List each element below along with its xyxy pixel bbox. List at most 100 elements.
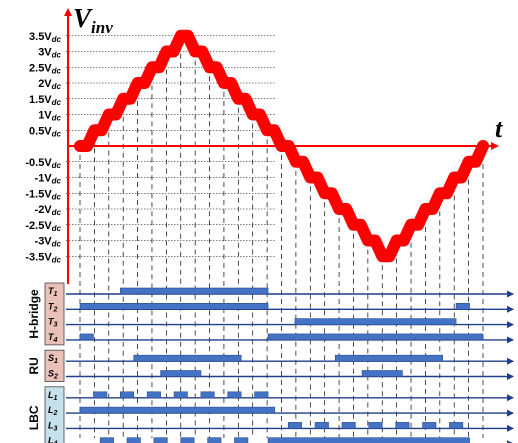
level-label: 1.5Vdc: [29, 94, 62, 107]
signal-label-letter: T: [48, 286, 55, 296]
staircase-waveform: [74, 29, 489, 263]
signal-L4-pulse: [267, 437, 470, 443]
signal-L1-pulse: [93, 391, 108, 399]
level-label-coef: 3V: [38, 47, 52, 59]
level-label-coef: 1V: [38, 110, 52, 122]
level-label: 3.5Vdc: [29, 31, 62, 44]
signal-S2-pulse: [361, 370, 403, 377]
level-label-sub: dc: [52, 192, 62, 201]
gate-signals: T1T2T3T4S1S2L1L2L3L4: [48, 286, 514, 443]
signal-label-letter: L: [48, 390, 54, 400]
signal-S2-label: S2: [48, 369, 58, 381]
level-label: 0.5Vdc: [29, 125, 62, 138]
signal-label-sub: 3: [54, 425, 58, 432]
level-label-sub: dc: [52, 129, 62, 138]
signal-label-letter: S: [48, 369, 54, 379]
group-RU-label: RU: [27, 357, 41, 374]
signal-L4-label: L4: [48, 436, 58, 443]
signal-label-letter: S: [48, 353, 54, 363]
signal-label-sub: 2: [53, 374, 58, 381]
level-label-sub: dc: [52, 240, 62, 249]
signal-label-sub: 4: [53, 337, 58, 344]
level-label-sub: dc: [52, 255, 62, 264]
level-label-sub: dc: [52, 51, 62, 60]
signal-T4-label: T4: [48, 332, 58, 344]
signal-L3-pulse: [422, 422, 437, 429]
signal-label-sub: 1: [54, 358, 58, 365]
signal-T2-pulse: [455, 302, 470, 310]
signal-label-letter: L: [48, 436, 54, 443]
signal-T3-pulse: [294, 318, 457, 325]
signal-T2-pulse: [79, 302, 269, 310]
level-label: 2Vdc: [38, 78, 61, 91]
level-label: -3.5Vdc: [25, 251, 61, 264]
signal-L1-pulse: [173, 391, 188, 399]
signal-T1-pulse: [120, 287, 269, 295]
level-label: 3Vdc: [38, 47, 61, 60]
time-axis-symbol: t: [495, 114, 503, 143]
level-label-coef: 1.5V: [29, 94, 52, 106]
signal-groups: H-bridge RU LBC: [27, 282, 65, 443]
signal-L4-pulse: [207, 437, 222, 443]
signal-T3-label: T3: [48, 317, 58, 329]
signal-label-sub: 1: [54, 291, 58, 298]
vertical-axis-subscript: inv: [91, 18, 113, 37]
vertical-axis-title: Vinv: [73, 3, 113, 37]
level-label-coef: -3.5V: [25, 251, 52, 263]
level-label-coef: 0.5V: [29, 125, 52, 137]
signal-S1-pulse: [334, 354, 444, 362]
signal-L1-pulse: [254, 391, 269, 399]
level-label-coef: -0.5V: [25, 157, 52, 169]
signal-L4-pulse: [234, 437, 249, 443]
signal-label-letter: L: [48, 405, 54, 415]
signal-L1-label: L1: [48, 390, 58, 402]
signal-L2-label: L2: [48, 405, 58, 417]
level-label-coef: -1.5V: [25, 188, 52, 200]
level-label-sub: dc: [52, 66, 62, 75]
signal-label-letter: T: [48, 317, 55, 327]
level-label-sub: dc: [52, 98, 62, 107]
group-H-bridge-box: [44, 282, 65, 346]
signal-label-sub: 1: [54, 395, 58, 402]
signal-L3-pulse: [287, 422, 302, 429]
vertical-axis-symbol: V: [73, 3, 93, 33]
signal-S1-label: S1: [48, 353, 58, 365]
level-label-sub: dc: [52, 114, 62, 123]
level-label-sub: dc: [52, 177, 62, 186]
signal-T4-pulse: [267, 333, 484, 341]
level-label-sub: dc: [52, 161, 62, 170]
signal-L3-pulse: [449, 422, 464, 429]
signal-label-letter: T: [48, 332, 55, 342]
level-label-sub: dc: [52, 208, 62, 217]
level-label: -3Vdc: [35, 236, 62, 249]
signal-L2-pulse: [79, 406, 276, 414]
group-LBC-box: [44, 386, 65, 443]
signal-L4-pulse: [180, 437, 195, 443]
signal-L4-pulse: [99, 437, 114, 443]
signal-L1-pulse: [200, 391, 215, 399]
level-label: -1.5Vdc: [25, 188, 61, 201]
group-H-bridge-label: H-bridge: [27, 289, 41, 339]
level-label-sub: dc: [52, 82, 62, 91]
group-LBC-label: LBC: [27, 405, 41, 430]
staircase-waveform-line: [74, 29, 489, 263]
level-label: 1Vdc: [38, 110, 61, 123]
signal-S1-pulse: [133, 354, 242, 362]
level-label: -0.5Vdc: [25, 157, 61, 170]
level-label-coef: 2V: [38, 78, 52, 90]
signal-L4-pulse: [153, 437, 168, 443]
signal-label-letter: T: [48, 301, 55, 311]
signal-L1-pulse: [146, 391, 161, 399]
signal-L3-pulse: [368, 422, 383, 429]
level-label-coef: -3V: [35, 236, 53, 248]
signal-T2-label: T2: [48, 301, 58, 313]
level-label-coef: -1V: [35, 173, 53, 185]
level-label-sub: dc: [52, 224, 62, 233]
level-label-coef: -2V: [35, 204, 53, 216]
signal-S2-pulse: [160, 370, 202, 377]
signal-L4-pulse: [126, 437, 141, 443]
signal-label-sub: 2: [53, 306, 58, 313]
level-label: 2.5Vdc: [29, 62, 62, 75]
signal-T1-label: T1: [48, 286, 58, 298]
